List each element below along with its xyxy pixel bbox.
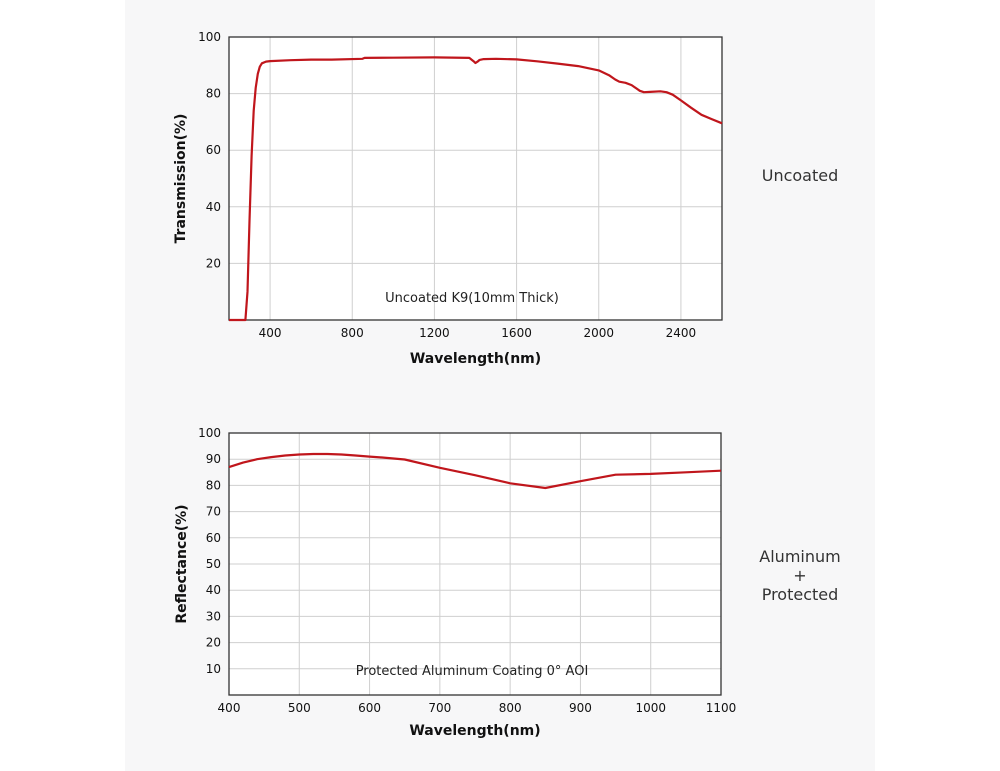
y-tick-label: 30 xyxy=(206,609,221,623)
aluminum-protected-label: Aluminum + Protected xyxy=(745,547,855,604)
plot-frame xyxy=(228,432,722,696)
y-tick-label: 20 xyxy=(206,256,221,270)
x-tick-label: 1600 xyxy=(501,326,532,340)
y-tick-label: 40 xyxy=(206,583,221,597)
transmission-chart: Uncoated K9(10mm Thick) 400 800 1200 1600 200… xyxy=(173,30,723,367)
y-tick-label: 90 xyxy=(206,452,221,466)
x-tick-label: 900 xyxy=(569,701,592,715)
aluminum-label-line2: + xyxy=(793,566,807,585)
x-axis-title: Wavelength(nm) xyxy=(410,351,541,367)
aluminum-label-line1: Aluminum xyxy=(759,547,841,566)
x-tick-label: 400 xyxy=(259,326,282,340)
x-tick-label: 400 xyxy=(218,701,241,715)
y-axis-title: Reflectance(%) xyxy=(174,504,190,623)
x-tick-label: 800 xyxy=(499,701,522,715)
y-tick-label: 10 xyxy=(206,662,221,676)
uncoated-label: Uncoated xyxy=(761,166,839,185)
x-tick-label: 800 xyxy=(341,326,364,340)
plot-area xyxy=(229,37,722,320)
y-tick-label: 60 xyxy=(206,531,221,545)
reflectance-chart: Protected Aluminum Coating 0° AOI 400 500 6… xyxy=(174,426,736,739)
y-tick-label: 60 xyxy=(206,143,221,157)
y-tick-label: 100 xyxy=(198,30,221,44)
x-axis-title: Wavelength(nm) xyxy=(409,723,540,739)
x-tick-label: 2000 xyxy=(583,326,614,340)
x-tick-label: 2400 xyxy=(666,326,697,340)
x-tick-label: 1200 xyxy=(419,326,450,340)
chart-annotation: Protected Aluminum Coating 0° AOI xyxy=(356,664,589,679)
y-tick-label: 40 xyxy=(206,200,221,214)
x-tick-label: 500 xyxy=(288,701,311,715)
x-tick-label: 700 xyxy=(428,701,451,715)
x-tick-label: 600 xyxy=(358,701,381,715)
chart-annotation: Uncoated K9(10mm Thick) xyxy=(385,291,559,306)
y-axis-title: Transmission(%) xyxy=(173,114,189,244)
series-line-0 xyxy=(228,452,722,490)
series-line-0 xyxy=(229,56,723,322)
y-tick-label: 100 xyxy=(198,426,221,440)
y-tick-label: 70 xyxy=(206,505,221,519)
x-tick-label: 1100 xyxy=(706,701,737,715)
y-tick-label: 20 xyxy=(206,636,221,650)
plot-frame xyxy=(228,36,723,321)
y-tick-label: 50 xyxy=(206,557,221,571)
aluminum-label-line3: Protected xyxy=(761,585,839,604)
y-tick-label: 80 xyxy=(206,87,221,101)
y-tick-label: 80 xyxy=(206,478,221,492)
x-tick-label: 1000 xyxy=(635,701,666,715)
